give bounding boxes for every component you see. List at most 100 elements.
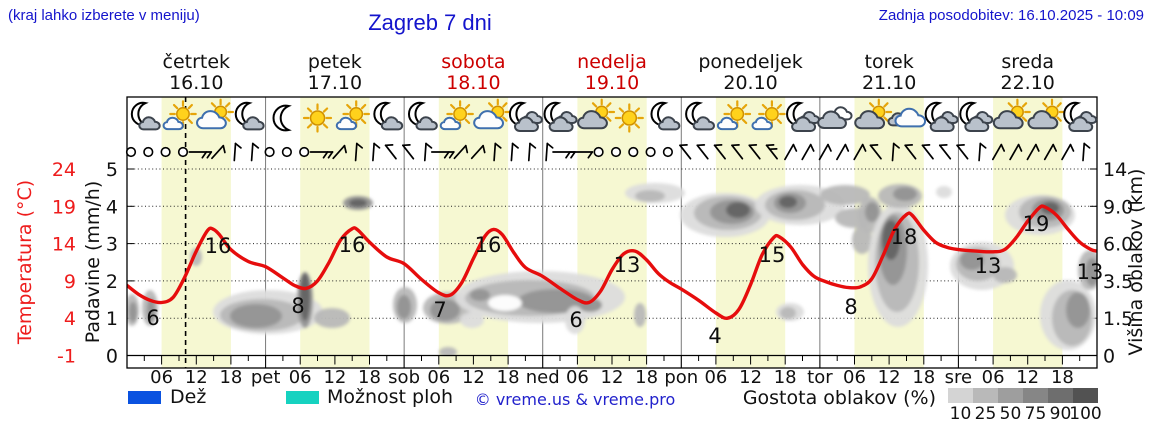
moon-clouds-icon	[787, 103, 819, 131]
wind-barb-icon	[250, 142, 260, 162]
x-hour-label: 06	[150, 367, 173, 388]
cloud-height-tick-label: 3.5	[1103, 271, 1133, 293]
wind-calm-icon	[662, 146, 674, 158]
cloud-blob	[314, 308, 350, 328]
x-hour-label: 12	[1016, 367, 1039, 388]
x-day-label: pet	[251, 367, 281, 388]
temp-tick-label: 14	[52, 234, 76, 256]
day-name: torek	[864, 51, 914, 73]
precip-tick-label: 0	[106, 346, 118, 368]
temp-tick-label: 19	[52, 196, 76, 218]
temp-extreme-label: 8	[844, 295, 857, 319]
precip-tick-label: 5	[106, 159, 118, 181]
sun-icon	[614, 103, 644, 133]
copyright-link[interactable]: © vreme.us & vreme.pro	[474, 390, 676, 409]
x-hour-label: 06	[289, 367, 312, 388]
cloud-blob	[565, 306, 585, 334]
x-hour-label: 06	[982, 367, 1005, 388]
daylight-band	[577, 97, 647, 368]
wind-barb-icon	[938, 144, 952, 160]
temp-extreme-label: 16	[475, 233, 502, 257]
x-hour-label: 12	[462, 367, 485, 388]
wind-barb-icon	[713, 144, 726, 160]
wind-barb-icon	[211, 144, 226, 160]
day-date: 21.10	[861, 72, 917, 94]
x-hour-label: 12	[185, 367, 208, 388]
x-hour-label: 12	[739, 367, 762, 388]
wind-barb-icon	[818, 143, 832, 161]
cloud-blob	[865, 202, 879, 222]
wind-calm-icon	[610, 146, 622, 158]
cloud-height-tick-label: 0	[1103, 346, 1115, 368]
day-name: sobota	[441, 51, 506, 73]
density-segment	[1073, 388, 1098, 403]
cloud-blob	[488, 295, 522, 311]
temp-tick-label: -1	[57, 346, 76, 368]
x-day-label: sre	[945, 367, 972, 388]
day-header-1: četrtek 16.10	[126, 52, 266, 94]
wind-barb-icon	[904, 144, 917, 160]
rain-label: Dež	[170, 386, 207, 408]
moon-cloud-icon	[651, 103, 679, 130]
density-value: 25	[974, 404, 997, 424]
day-date: 16.10	[169, 72, 224, 94]
x-day-label: pon	[664, 367, 698, 388]
cloud-blob	[993, 267, 1017, 283]
x-hour-label: 06	[704, 367, 727, 388]
moon-cloud-icon	[409, 103, 437, 130]
wind-barb-icon	[748, 144, 761, 160]
wind-barb-icon	[188, 151, 213, 159]
wind-barb-icon	[372, 142, 381, 162]
day-name: petek	[307, 51, 362, 73]
cloud-blob	[820, 185, 870, 205]
sun-cloud-icon	[441, 100, 474, 129]
cloud-blob	[129, 302, 137, 322]
wind-barb-icon	[1061, 143, 1075, 161]
x-hour-label: 18	[635, 367, 658, 388]
temp-extreme-label: 6	[146, 306, 159, 330]
wind-barb-icon	[552, 151, 576, 159]
last-updated: Zadnja posodobitev: 16.10.2025 - 10:09	[878, 7, 1144, 24]
temp-extreme-label: 7	[433, 298, 446, 322]
moon-clouds-icon	[510, 103, 542, 131]
day-date: 17.10	[307, 72, 363, 94]
moon-cloud-icon	[236, 103, 264, 130]
cloud-density-scale	[948, 388, 1098, 403]
sun-cloud-icon	[718, 100, 752, 129]
wind-calm-icon	[628, 146, 639, 158]
wind-barb-icon	[801, 143, 815, 161]
temp-extreme-label: 13	[1077, 260, 1104, 284]
wind-barb-icon	[679, 144, 692, 160]
density-segment	[998, 388, 1023, 403]
day-date: 22.10	[1000, 72, 1055, 94]
moon-cloud-icon	[374, 103, 402, 130]
density-segment	[1023, 388, 1048, 403]
day-header-3: sobota 18.10	[403, 52, 543, 94]
cloud-blob	[780, 307, 796, 319]
wind-barb-icon	[956, 144, 969, 160]
density-value: 10	[949, 404, 972, 424]
temp-tick-label: 4	[64, 308, 76, 330]
density-value: 100	[1069, 404, 1102, 424]
cloud-blob	[634, 303, 646, 327]
wind-calm-icon	[143, 146, 154, 158]
wind-barb-icon	[1009, 143, 1023, 161]
wind-barb-icon	[1026, 143, 1040, 161]
wind-barb-icon	[765, 144, 778, 160]
wind-calm-icon	[281, 146, 293, 158]
wind-barb-icon	[696, 144, 709, 160]
wind-barb-icon	[470, 144, 486, 160]
wind-barb-icon	[402, 144, 415, 160]
wind-barb-icon	[527, 142, 537, 162]
temp-extreme-label: 15	[759, 243, 786, 267]
wind-barb-icon	[510, 142, 519, 162]
x-hour-label: 18	[219, 367, 242, 388]
day-header-2: petek 17.10	[265, 52, 405, 94]
cloud-blob	[779, 196, 797, 208]
sun-icon	[302, 103, 333, 133]
temp-extreme-label: 16	[339, 233, 366, 257]
cloud-blob	[349, 199, 367, 207]
x-day-label: sob	[388, 367, 420, 388]
